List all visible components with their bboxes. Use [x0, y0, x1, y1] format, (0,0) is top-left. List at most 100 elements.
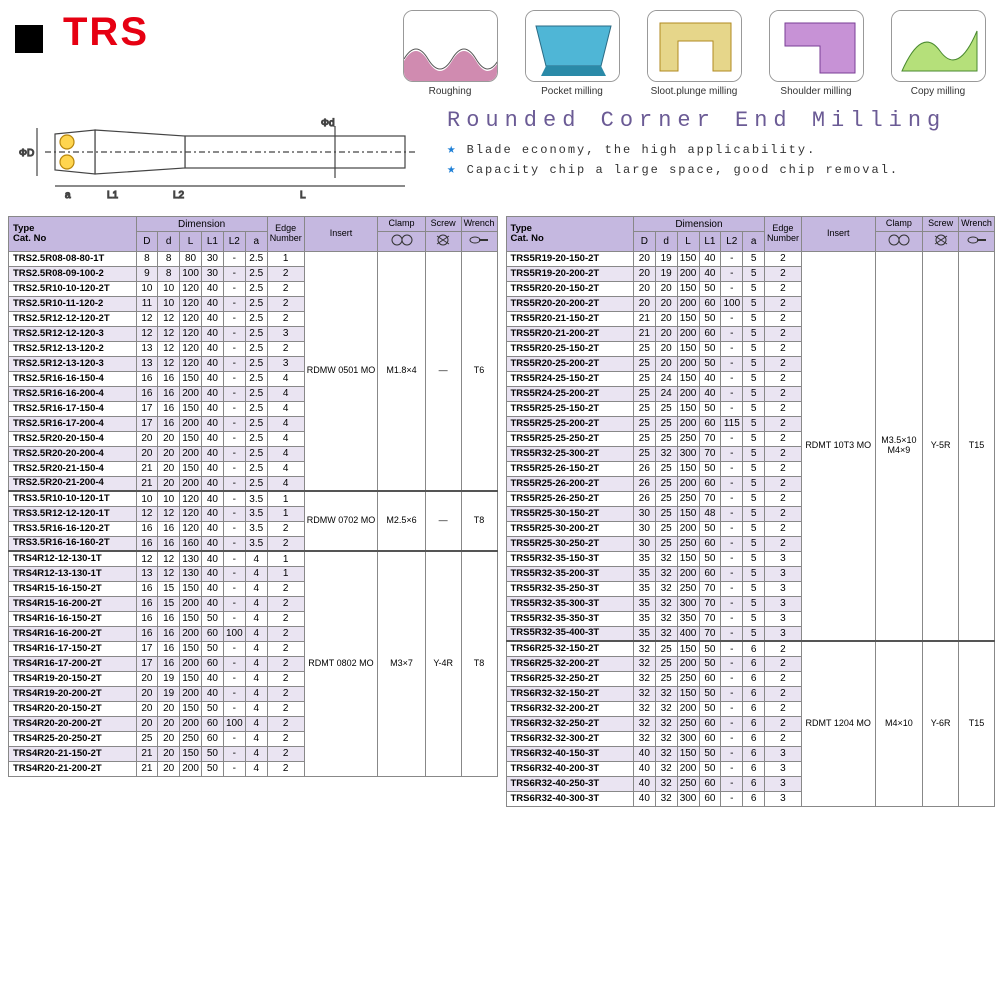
milling-caption: Sloot.plunge milling: [644, 86, 744, 97]
cell-cat: TRS3.5R16-16-160-2T: [9, 536, 137, 551]
milling-type-icon: Sloot.plunge milling: [644, 10, 744, 97]
table-row: TRS6R25-32-150-2T 32 25 150 50 - 6 2 RDM…: [506, 641, 995, 656]
milling-type-icon: Shoulder milling: [766, 10, 866, 97]
cell-cat: TRS6R25-32-200-2T: [506, 656, 633, 671]
milling-icon-strip: RoughingPocket millingSloot.plunge milli…: [400, 10, 988, 97]
col-dimension: Dimension: [633, 217, 764, 232]
col-type: TypeCat. No: [506, 217, 633, 252]
tables-row: TypeCat. No Dimension EdgeNumber Insert …: [0, 216, 1003, 819]
cell-cat: TRS5R32-35-300-3T: [506, 596, 633, 611]
cell-insert: RDMW 0501 MO: [304, 251, 378, 491]
col-insert: Insert: [304, 217, 378, 252]
cell-cat: TRS4R20-20-200-2T: [9, 716, 137, 731]
cell-cat: TRS5R24-25-150-2T: [506, 371, 633, 386]
cell-cat: TRS2.5R10-10-120-2T: [9, 281, 137, 296]
cell-cat: TRS5R20-20-200-2T: [506, 296, 633, 311]
star-icon: ★: [447, 162, 457, 178]
cell-cat: TRS6R32-32-300-2T: [506, 731, 633, 746]
tool-diagram: a L1 L2 L ΦD Φd: [15, 108, 435, 208]
cell-cat: TRS5R20-21-200-2T: [506, 326, 633, 341]
cell-clamp: M1.8×4: [378, 251, 426, 491]
spec-table-right: TypeCat. No Dimension EdgeNumber Insert …: [506, 216, 996, 807]
cell-cat: TRS4R15-16-200-2T: [9, 596, 137, 611]
cell-screw: Y-4R: [425, 551, 461, 776]
subtitle: Rounded Corner End Milling: [447, 108, 988, 133]
svg-text:L: L: [300, 190, 306, 201]
cell-cat: TRS5R24-25-200-2T: [506, 386, 633, 401]
cell-cat: TRS2.5R16-16-150-4: [9, 371, 137, 386]
cell-cat: TRS6R25-32-250-2T: [506, 671, 633, 686]
cell-wrench: T8: [461, 551, 497, 776]
cell-cat: TRS6R32-40-250-3T: [506, 776, 633, 791]
cell-cat: TRS6R25-32-150-2T: [506, 641, 633, 656]
cell-cat: TRS4R16-17-200-2T: [9, 656, 137, 671]
table-row: TRS4R12-12-130-1T 12 12 130 40 - 4 1 RDM…: [9, 551, 498, 566]
col-clamp: Clamp: [378, 217, 426, 232]
cell-cat: TRS5R25-25-200-2T: [506, 416, 633, 431]
cell-cat: TRS2.5R16-17-200-4: [9, 416, 137, 431]
subtitle-block: Rounded Corner End Milling ★ Blade econo…: [447, 108, 988, 181]
cell-cat: TRS2.5R12-13-120-3: [9, 356, 137, 371]
cell-cat: TRS2.5R10-11-120-2: [9, 296, 137, 311]
cell-cat: TRS4R20-21-150-2T: [9, 746, 137, 761]
svg-text:L1: L1: [107, 190, 119, 201]
cell-cat: TRS3.5R10-10-120-1T: [9, 491, 137, 506]
cell-screw: —: [425, 491, 461, 551]
cell-cat: TRS6R32-32-250-2T: [506, 716, 633, 731]
cell-cat: TRS2.5R20-21-200-4: [9, 476, 137, 491]
spec-table: TypeCat. No Dimension EdgeNumber Insert …: [506, 216, 996, 807]
cell-wrench: T6: [461, 251, 497, 491]
cell-wrench: T8: [461, 491, 497, 551]
col-screw: Screw: [923, 217, 959, 232]
feature-line: ★ Blade economy, the high applicability.: [447, 141, 988, 158]
cell-cat: TRS5R25-26-250-2T: [506, 491, 633, 506]
svg-text:ΦD: ΦD: [19, 148, 34, 159]
cell-cat: TRS5R20-21-150-2T: [506, 311, 633, 326]
cell-cat: TRS6R32-40-300-3T: [506, 791, 633, 806]
cell-cat: TRS6R32-32-200-2T: [506, 701, 633, 716]
col-type: TypeCat. No: [9, 217, 137, 252]
cell-insert: RDMW 0702 MO: [304, 491, 378, 551]
mid-row: a L1 L2 L ΦD Φd Rounded Corner End Milli…: [0, 102, 1003, 216]
milling-type-icon: Pocket milling: [522, 10, 622, 97]
svg-text:a: a: [65, 190, 71, 201]
cell-wrench: T15: [959, 641, 995, 806]
svg-text:Φd: Φd: [321, 118, 335, 129]
cell-cat: TRS5R19-20-200-2T: [506, 266, 633, 281]
cell-cat: TRS2.5R12-12-120-2T: [9, 311, 137, 326]
star-icon: ★: [447, 142, 457, 158]
col-insert: Insert: [801, 217, 875, 252]
cell-cat: TRS2.5R20-20-150-4: [9, 431, 137, 446]
cell-cat: TRS4R20-21-200-2T: [9, 761, 137, 776]
cell-cat: TRS5R32-35-400-3T: [506, 626, 633, 641]
cell-cat: TRS4R20-20-150-2T: [9, 701, 137, 716]
cell-cat: TRS5R25-30-150-2T: [506, 506, 633, 521]
spec-table: TypeCat. No Dimension EdgeNumber Insert …: [8, 216, 498, 777]
feature-line: ★ Capacity chip a large space, good chip…: [447, 161, 988, 178]
cell-cat: TRS3.5R16-16-120-2T: [9, 521, 137, 536]
cell-cat: TRS5R25-25-150-2T: [506, 401, 633, 416]
feature-list: ★ Blade economy, the high applicability.…: [447, 141, 988, 178]
cell-cat: TRS2.5R16-16-200-4: [9, 386, 137, 401]
cell-cat: TRS5R32-35-200-3T: [506, 566, 633, 581]
col-edge: EdgeNumber: [764, 217, 801, 252]
milling-caption: Pocket milling: [522, 86, 622, 97]
col-wrench: Wrench: [959, 217, 995, 232]
cell-cat: TRS5R19-20-150-2T: [506, 251, 633, 266]
cell-screw: Y-6R: [923, 641, 959, 806]
cell-cat: TRS5R20-25-150-2T: [506, 341, 633, 356]
cell-insert: RDMT 1204 MO: [801, 641, 875, 806]
cell-clamp: M3×7: [378, 551, 426, 776]
cell-cat: TRS3.5R12-12-120-1T: [9, 506, 137, 521]
cell-cat: TRS4R19-20-200-2T: [9, 686, 137, 701]
cell-screw: Y-5R: [923, 251, 959, 641]
cell-cat: TRS2.5R20-20-200-4: [9, 446, 137, 461]
cell-cat: TRS4R19-20-150-2T: [9, 671, 137, 686]
cell-cat: TRS2.5R20-21-150-4: [9, 461, 137, 476]
col-edge: EdgeNumber: [267, 217, 304, 252]
cell-cat: TRS6R32-32-150-2T: [506, 686, 633, 701]
cell-insert: RDMT 0802 MO: [304, 551, 378, 776]
screw-icon: [434, 233, 452, 247]
cell-cat: TRS6R32-40-200-3T: [506, 761, 633, 776]
cell-cat: TRS4R16-16-200-2T: [9, 626, 137, 641]
